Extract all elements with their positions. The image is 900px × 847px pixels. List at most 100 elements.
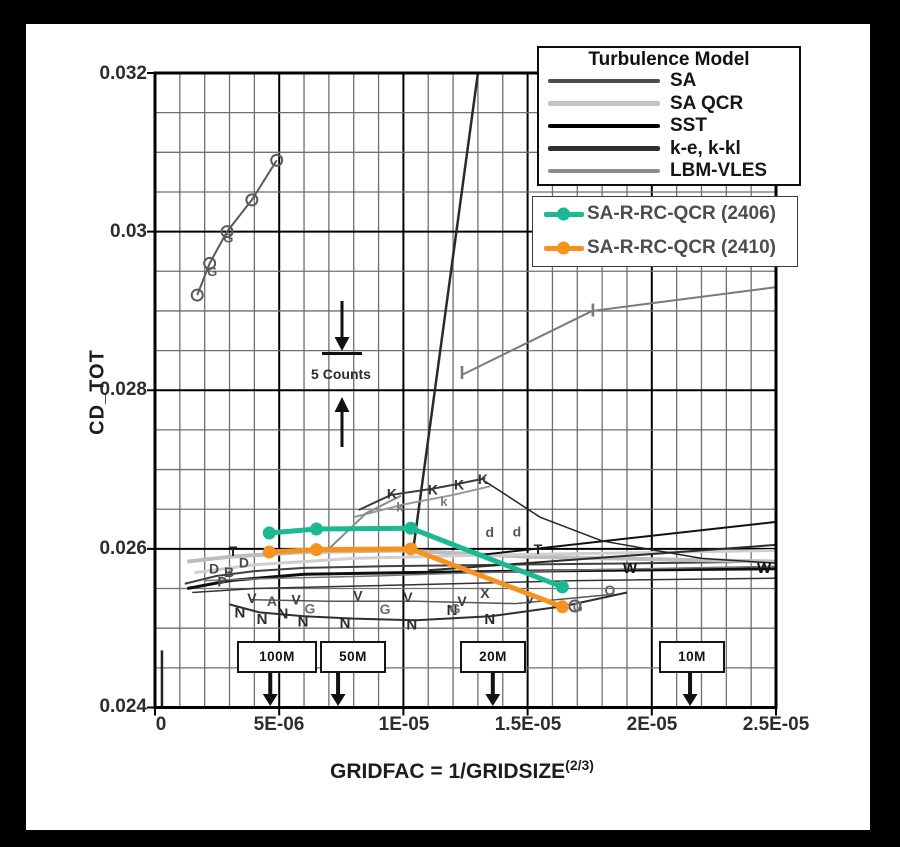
- up-arrow-head: [334, 397, 350, 412]
- letter-marker-N: N: [257, 611, 268, 628]
- x-axis-title-main: GRIDFAC = 1/GRIDSIZE: [330, 760, 566, 783]
- y-tick-label: 0.026: [99, 538, 147, 559]
- letter-marker-A: A: [267, 593, 277, 609]
- open-circle-marker: [270, 153, 284, 167]
- series-rise-to-k: [328, 494, 402, 550]
- circle-marker: [555, 600, 569, 614]
- circle-marker: [309, 543, 323, 557]
- letter-marker-V: V: [403, 589, 413, 605]
- letter-marker-T: T: [229, 543, 238, 559]
- series-line: [229, 591, 628, 622]
- line-sample-icon: [548, 79, 660, 84]
- letter-marker-V: V: [291, 592, 301, 608]
- x-tick-label: 1E-05: [378, 714, 430, 735]
- letter-marker-N: N: [278, 605, 289, 622]
- circle-marker: [262, 526, 276, 540]
- open-circle-marker: [568, 599, 582, 613]
- series-grey-mid-flat: [204, 565, 777, 582]
- series-k-line-grey: [353, 485, 491, 519]
- letter-marker-I: I: [590, 300, 595, 320]
- grid-size-badge-10m: 10M: [659, 641, 725, 673]
- series-sa-dark-flat: [184, 560, 777, 585]
- open-circle-marker: [245, 193, 259, 207]
- teal-line-sample-icon: [544, 207, 584, 221]
- x-axis-title-exponent: (2/3): [565, 757, 594, 773]
- series-lbm-vles-g-line: [190, 153, 284, 302]
- open-circle-marker: [203, 256, 217, 270]
- series-saqcr-light-2: [194, 548, 777, 575]
- highlight-item-label: SA-R-RC-QCR (2406): [587, 203, 776, 224]
- highlight-item-label: SA-R-RC-QCR (2410): [587, 237, 776, 258]
- legend-item-label: SST: [670, 115, 707, 137]
- letter-marker-N: N: [484, 611, 495, 628]
- letter-marker-N: N: [298, 613, 309, 630]
- teal-dot-icon: [557, 207, 570, 221]
- letter-marker-G: G: [573, 599, 583, 614]
- series-sa-r-rc-qcr-2406-: [262, 521, 569, 594]
- open-circle-marker: [220, 225, 234, 239]
- letter-marker-G: G: [223, 231, 233, 246]
- legend-item-label: k-e, k-kl: [670, 137, 741, 159]
- series-n-dip-line: [229, 591, 628, 622]
- circle-marker: [555, 580, 569, 594]
- line-sample-icon: [548, 101, 660, 107]
- letter-marker-G: G: [450, 600, 461, 616]
- x-tick-label: 5E-06: [253, 714, 305, 735]
- letter-marker-V: V: [247, 590, 257, 606]
- series-line: [184, 560, 777, 585]
- letter-marker-V: V: [457, 593, 467, 609]
- grid-size-arrow-head: [485, 694, 501, 706]
- series-line: [358, 477, 486, 511]
- series-line: [328, 494, 402, 550]
- y-tick-label: 0.024: [99, 696, 147, 717]
- grid-size-arrow-head: [330, 694, 346, 706]
- series-sa-r-rc-qcr-2410-: [262, 542, 569, 614]
- series-descending-dark: [484, 480, 777, 564]
- y-tick-label: 0.03: [110, 221, 147, 242]
- series-g-end-marker: [568, 599, 582, 613]
- five-counts-annotation: [322, 301, 362, 447]
- x-tick-label: 2.5E-05: [742, 714, 810, 735]
- letter-marker-B: B: [224, 564, 234, 580]
- letter-marker-N: N: [447, 602, 458, 619]
- highlight-item-2406: SA-R-RC-QCR (2406): [533, 197, 797, 231]
- letter-marker-V: V: [525, 591, 535, 607]
- line-sample-icon: [548, 124, 660, 129]
- series-line: [194, 548, 777, 575]
- legend-item-ke-kkl: k-e, k-kl: [539, 138, 799, 161]
- letter-marker-D: D: [209, 561, 219, 577]
- series-grey-i-line: [462, 286, 777, 376]
- series-line: [484, 480, 777, 564]
- series-line: [462, 286, 777, 376]
- circle-marker: [404, 542, 418, 556]
- turbulence-model-legend: Turbulence Model SA SA QCR SST k-e, k-kl…: [537, 46, 801, 186]
- letter-marker-D: D: [239, 554, 249, 570]
- five-counts-label: 5 Counts: [311, 366, 371, 382]
- legend-item-sst: SST: [539, 115, 799, 138]
- highlight-item-2410: SA-R-RC-QCR (2410): [533, 231, 797, 265]
- line-sample-icon: [548, 169, 660, 174]
- letter-marker-d: d: [513, 523, 522, 539]
- grid-size-badge-50m: 50M: [320, 641, 386, 673]
- plot-frame: [153, 71, 778, 709]
- series-line: [266, 525, 565, 590]
- series-steep-ke-line: [412, 72, 480, 550]
- letter-marker-X: X: [480, 585, 490, 601]
- series-k-line: [358, 477, 486, 511]
- series-line: [204, 565, 777, 582]
- series-dark-rising: [428, 543, 777, 572]
- legend-item-lbm-vles: LBM-VLES: [539, 160, 799, 183]
- grid-size-badge-100m: 100M: [237, 641, 317, 673]
- legend-title: Turbulence Model: [588, 49, 750, 70]
- down-arrow-head: [334, 337, 350, 351]
- letter-marker-V: V: [353, 588, 363, 604]
- letter-marker-K: K: [478, 471, 488, 487]
- letter-marker-d: d: [486, 524, 495, 540]
- letter-marker-P: P: [217, 573, 226, 589]
- series-line: [266, 546, 565, 610]
- letter-marker-N: N: [235, 605, 246, 622]
- letter-marker-T: T: [534, 541, 543, 557]
- legend-item-label: LBM-VLES: [670, 160, 768, 182]
- x-axis-title: GRIDFAC = 1/GRIDSIZE(2/3): [330, 757, 594, 784]
